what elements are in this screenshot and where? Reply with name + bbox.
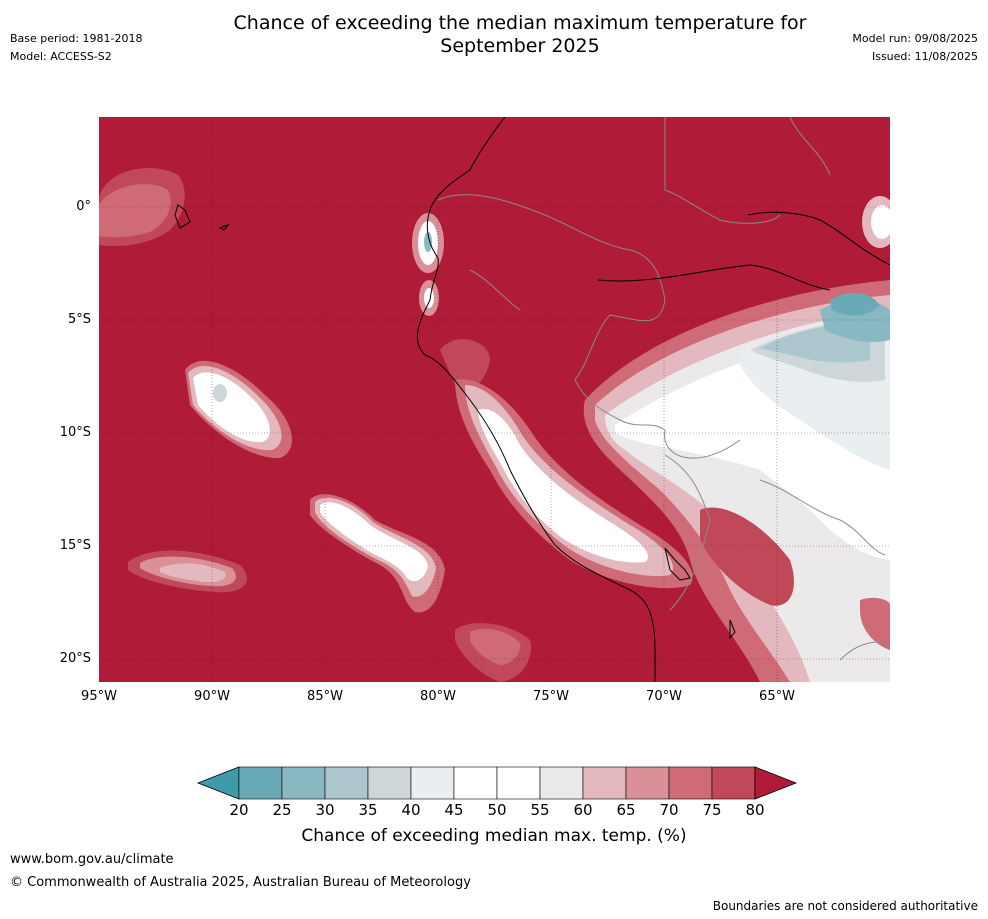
lon-label-65w: 65°W: [759, 689, 795, 704]
colorbar-swatch-35: [367, 766, 412, 800]
meta-right: Model run: 09/08/2025 Issued: 11/08/2025: [852, 30, 978, 66]
base-period: Base period: 1981-2018: [10, 32, 143, 45]
colorbar-tick-55: 55: [530, 801, 550, 819]
peru-coastal-band: [440, 339, 693, 589]
gridlines: [99, 117, 890, 682]
lon-label-70w: 70°W: [646, 689, 682, 704]
colorbar-tick-45: 45: [444, 801, 464, 819]
colorbar-tick-30: 30: [315, 801, 335, 819]
colorbar-label: Chance of exceeding median max. temp. (%…: [301, 826, 687, 846]
footer-copyright: © Commonwealth of Australia 2025, Austra…: [10, 875, 471, 890]
colorbar-swatch-20: [238, 766, 283, 800]
ocean-blob-1: [185, 360, 292, 459]
colorbar-tick-25: 25: [272, 801, 292, 819]
ne-spot: [862, 196, 890, 248]
footer-url[interactable]: www.bom.gov.au/climate: [10, 852, 174, 867]
lon-label-95w: 95°W: [81, 689, 117, 704]
title-line-2: September 2025: [440, 35, 600, 57]
country-borders: [437, 117, 890, 661]
colorbar-swatch-40: [410, 766, 455, 800]
colorbar-swatch-30: [324, 766, 369, 800]
lon-label-85w: 85°W: [307, 689, 343, 704]
colorbar-tick-20: 20: [229, 801, 249, 819]
colorbar-swatch-45: [453, 766, 498, 800]
colorbar-tick-70: 70: [659, 801, 679, 819]
ocean-blob-2: [310, 494, 445, 613]
colorbar-tick-35: 35: [358, 801, 378, 819]
colorbar-high-extend: [754, 766, 798, 800]
colorbar-swatch-65: [625, 766, 670, 800]
colorbar-swatch-25: [281, 766, 326, 800]
model-run: Model run: 09/08/2025: [852, 32, 978, 45]
colorbar-swatch-55: [539, 766, 584, 800]
ocean-blob-4-inner: [470, 628, 521, 665]
map-title: Chance of exceeding the median maximum t…: [200, 12, 840, 58]
colorbar-tick-65: 65: [616, 801, 636, 819]
colorbar-tick-60: 60: [573, 801, 593, 819]
title-line-1: Chance of exceeding the median maximum t…: [233, 12, 807, 34]
model-name: Model: ACCESS-S2: [10, 50, 112, 63]
colorbar-tick-75: 75: [702, 801, 722, 819]
colorbar-swatch-60: [582, 766, 627, 800]
colorbar-low-extend: [196, 766, 240, 800]
lat-label-10s: 10°S: [59, 425, 91, 440]
footer-disclaimer: Boundaries are not considered authoritat…: [712, 899, 978, 913]
meta-left: Base period: 1981-2018 Model: ACCESS-S2: [10, 30, 142, 66]
colorbar-tick-80: 80: [745, 801, 765, 819]
ecuador-spot: [412, 213, 444, 316]
colorbar-tick-40: 40: [401, 801, 421, 819]
lat-label-20s: 20°S: [59, 651, 91, 666]
lat-label-5s: 5°S: [67, 312, 91, 327]
lat-label-15s: 15°S: [59, 538, 91, 553]
lon-label-75w: 75°W: [533, 689, 569, 704]
colorbar-swatch-70: [668, 766, 713, 800]
colorbar-swatch-75: [711, 766, 756, 800]
colorbar: [196, 766, 798, 800]
lat-label-0: 0°: [76, 199, 91, 214]
ocean-blob-3: [128, 550, 247, 593]
map-area: [99, 117, 890, 682]
colorbar-tick-50: 50: [487, 801, 507, 819]
lon-label-90w: 90°W: [194, 689, 230, 704]
issued-date: Issued: 11/08/2025: [871, 50, 978, 63]
interior-band: [583, 280, 890, 682]
colorbar-swatch-50: [496, 766, 541, 800]
coastlines: [174, 117, 890, 682]
lon-label-80w: 80°W: [420, 689, 456, 704]
